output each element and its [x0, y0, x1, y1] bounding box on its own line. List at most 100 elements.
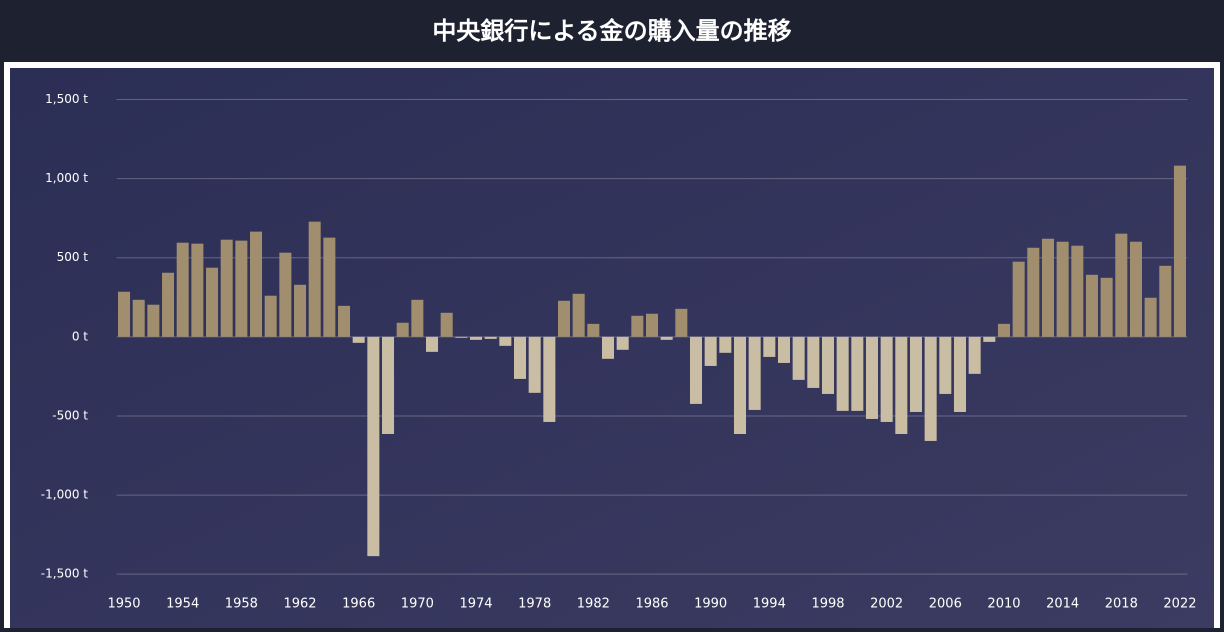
- bar: [924, 336, 937, 441]
- bar: [763, 336, 776, 357]
- bar: [968, 336, 981, 374]
- x-tick-label: 1958: [225, 597, 258, 612]
- bar: [1129, 241, 1142, 337]
- bar: [851, 336, 864, 411]
- bar: [939, 336, 952, 394]
- bar: [118, 291, 131, 337]
- bar: [631, 315, 644, 337]
- x-tick-label: 1966: [342, 597, 375, 612]
- x-tick-label: 2002: [870, 597, 903, 612]
- x-tick-label: 1974: [459, 597, 492, 612]
- bar: [382, 336, 395, 434]
- bar: [733, 336, 747, 434]
- bar: [1144, 297, 1157, 337]
- bar: [557, 300, 571, 337]
- bar: [1173, 165, 1186, 337]
- x-tick-label: 2010: [987, 597, 1020, 612]
- bar: [1027, 247, 1040, 337]
- bar: [484, 336, 497, 339]
- y-tick-label: -1,500 t: [41, 567, 88, 581]
- bar: [440, 312, 453, 337]
- x-tick-label: 2018: [1105, 597, 1138, 612]
- bar: [469, 336, 483, 340]
- bar: [880, 336, 893, 422]
- bar: [528, 336, 541, 393]
- bar: [660, 336, 673, 340]
- x-tick-label: 1994: [753, 597, 786, 612]
- x-tick-label: 1970: [401, 597, 434, 612]
- bar: [983, 336, 996, 342]
- bar: [206, 267, 219, 337]
- bar: [279, 252, 292, 337]
- bar: [601, 336, 615, 359]
- chart-title: 中央銀行による金の購入量の推移: [432, 17, 791, 45]
- bar: [338, 305, 351, 337]
- bar: [895, 336, 908, 434]
- bar: [147, 304, 160, 337]
- x-tick-label: 1978: [518, 597, 551, 612]
- x-tick-label: 2022: [1163, 597, 1196, 612]
- bar: [689, 336, 703, 404]
- bar: [513, 336, 527, 379]
- x-tick-label: 1962: [283, 597, 316, 612]
- x-tick-label: 1990: [694, 597, 727, 612]
- bar: [1071, 245, 1084, 337]
- bar: [645, 313, 659, 337]
- y-tick-label: -500 t: [52, 408, 88, 422]
- bar: [220, 239, 233, 337]
- x-tick-label: 2014: [1046, 597, 1079, 612]
- bar: [250, 231, 263, 337]
- bar: [675, 308, 688, 337]
- bar: [1159, 265, 1172, 337]
- bar: [777, 336, 791, 363]
- bar: [1115, 233, 1128, 337]
- bar: [1056, 241, 1069, 337]
- bar: [587, 323, 600, 337]
- bar: [323, 237, 336, 337]
- x-tick-label: 1986: [635, 597, 668, 612]
- bar: [1041, 238, 1054, 337]
- x-tick-label: 1950: [107, 597, 140, 612]
- bar: [499, 336, 512, 346]
- bar: [352, 336, 365, 343]
- bar: [294, 284, 307, 337]
- y-tick-label: 500 t: [57, 250, 89, 264]
- bar: [719, 336, 732, 353]
- y-tick-label: 0 t: [72, 329, 88, 343]
- bar: [1012, 261, 1025, 337]
- bar: [748, 336, 761, 410]
- bar: [616, 336, 629, 350]
- bar: [455, 336, 468, 338]
- bar: [572, 293, 585, 337]
- bar: [807, 336, 820, 388]
- y-tick-label: 1,000 t: [45, 171, 88, 185]
- bar: [176, 242, 189, 337]
- bar: [1100, 277, 1113, 337]
- bar: [367, 336, 380, 557]
- y-tick-label: -1,000 t: [41, 488, 88, 502]
- bar: [1085, 274, 1098, 337]
- x-tick-label: 1998: [811, 597, 844, 612]
- bar: [132, 299, 145, 337]
- bar: [909, 336, 922, 412]
- bar: [865, 336, 878, 419]
- bar: [162, 272, 175, 337]
- bar: [264, 295, 277, 337]
- bar: [426, 336, 439, 352]
- bar: [396, 322, 409, 337]
- y-tick-label: 1,500 t: [45, 92, 88, 106]
- bar: [704, 336, 717, 366]
- x-tick-label: 2006: [929, 597, 962, 612]
- bar: [836, 336, 849, 411]
- bar: [411, 299, 424, 337]
- x-tick-label: 1954: [166, 597, 199, 612]
- bar: [953, 336, 966, 412]
- bar: [821, 336, 835, 394]
- x-tick-label: 1982: [577, 597, 610, 612]
- bar: [543, 336, 556, 422]
- bar: [792, 336, 805, 380]
- bar: [191, 243, 204, 337]
- bar: [997, 323, 1010, 337]
- bar: [235, 240, 248, 337]
